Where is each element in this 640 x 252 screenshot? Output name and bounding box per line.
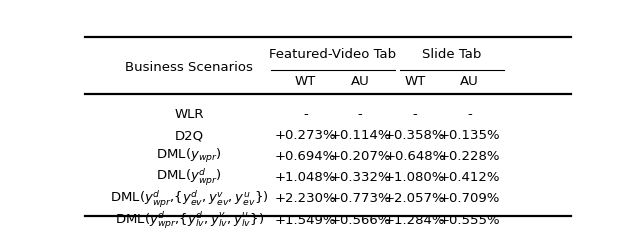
Text: AU: AU — [351, 75, 370, 88]
Text: +2.230%: +2.230% — [275, 192, 337, 205]
Text: WT: WT — [404, 75, 426, 88]
Text: +0.273%: +0.273% — [275, 129, 337, 141]
Text: +0.773%: +0.773% — [330, 192, 391, 205]
Text: WT: WT — [295, 75, 316, 88]
Text: +0.135%: +0.135% — [438, 129, 500, 141]
Text: Business Scenarios: Business Scenarios — [125, 61, 253, 74]
Text: DML($y^d_{wpr}$): DML($y^d_{wpr}$) — [156, 166, 222, 187]
Text: +1.048%: +1.048% — [275, 170, 337, 183]
Text: +2.057%: +2.057% — [384, 192, 445, 205]
Text: +0.114%: +0.114% — [330, 129, 391, 141]
Text: +0.358%: +0.358% — [384, 129, 445, 141]
Text: WLR: WLR — [174, 107, 204, 120]
Text: -: - — [412, 107, 417, 120]
Text: +1.284%: +1.284% — [384, 213, 445, 226]
Text: +1.080%: +1.080% — [384, 170, 445, 183]
Text: +0.332%: +0.332% — [330, 170, 391, 183]
Text: Featured-Video Tab: Featured-Video Tab — [269, 48, 397, 61]
Text: DML($y^d_{wpr}$,$\{y^d_{ev},y^v_{ev},y^u_{ev}\}$): DML($y^d_{wpr}$,$\{y^d_{ev},y^v_{ev},y^u… — [110, 187, 268, 209]
Text: +0.228%: +0.228% — [438, 149, 500, 162]
Text: DML($y^d_{wpr}$,$\{y^d_{lv},y^v_{lv},y^u_{lv}\}$): DML($y^d_{wpr}$,$\{y^d_{lv},y^v_{lv},y^u… — [115, 209, 264, 230]
Text: DML($y_{wpr}$): DML($y_{wpr}$) — [156, 146, 222, 164]
Text: +1.549%: +1.549% — [275, 213, 337, 226]
Text: +0.207%: +0.207% — [330, 149, 391, 162]
Text: AU: AU — [460, 75, 479, 88]
Text: -: - — [467, 107, 472, 120]
Text: +0.412%: +0.412% — [438, 170, 500, 183]
Text: -: - — [303, 107, 308, 120]
Text: Slide Tab: Slide Tab — [422, 48, 482, 61]
Text: +0.555%: +0.555% — [438, 213, 500, 226]
Text: +0.694%: +0.694% — [275, 149, 336, 162]
Text: -: - — [358, 107, 363, 120]
Text: +0.566%: +0.566% — [330, 213, 391, 226]
Text: D2Q: D2Q — [175, 129, 204, 141]
Text: +0.709%: +0.709% — [438, 192, 500, 205]
Text: +0.648%: +0.648% — [384, 149, 445, 162]
